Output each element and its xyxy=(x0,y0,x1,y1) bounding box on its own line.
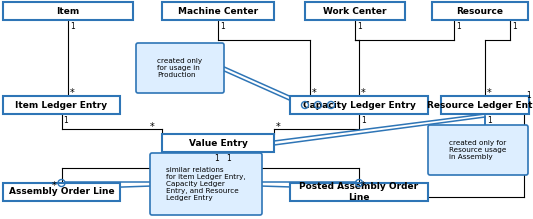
Text: similar relations
for item Ledger Entry,
Capacity Ledger
Entry, and Resource
Led: similar relations for item Ledger Entry,… xyxy=(166,167,246,201)
FancyBboxPatch shape xyxy=(150,153,262,215)
Text: *: * xyxy=(70,88,75,98)
Text: Item Ledger Entry: Item Ledger Entry xyxy=(15,101,108,110)
Text: *: * xyxy=(149,122,154,132)
FancyBboxPatch shape xyxy=(3,96,120,114)
FancyBboxPatch shape xyxy=(305,2,405,20)
FancyBboxPatch shape xyxy=(441,96,529,114)
Text: Machine Center: Machine Center xyxy=(178,7,258,16)
Text: 1: 1 xyxy=(70,22,75,31)
Text: created only for
Resource usage
in Assembly: created only for Resource usage in Assem… xyxy=(449,140,507,160)
Text: *: * xyxy=(312,88,317,98)
Text: Resource: Resource xyxy=(456,7,504,16)
Text: 1: 1 xyxy=(361,116,366,125)
Text: 1: 1 xyxy=(526,91,531,100)
Text: Posted Assembly Order
Line: Posted Assembly Order Line xyxy=(300,182,418,202)
Text: 1: 1 xyxy=(512,22,517,31)
Text: *: * xyxy=(361,181,366,191)
Text: Work Center: Work Center xyxy=(323,7,387,16)
FancyBboxPatch shape xyxy=(428,125,528,175)
Text: Item: Item xyxy=(56,7,79,16)
FancyBboxPatch shape xyxy=(162,134,274,152)
Text: *: * xyxy=(487,88,492,98)
FancyBboxPatch shape xyxy=(162,2,274,20)
FancyBboxPatch shape xyxy=(432,2,528,20)
Text: 1: 1 xyxy=(357,22,362,31)
Text: 1: 1 xyxy=(214,154,219,163)
Text: Resource Ledger Entry: Resource Ledger Entry xyxy=(427,101,533,110)
Text: *: * xyxy=(361,88,366,98)
Text: Assembly Order Line: Assembly Order Line xyxy=(9,187,114,196)
Text: created only
for usage in
Production: created only for usage in Production xyxy=(157,58,203,78)
Text: 1: 1 xyxy=(226,154,231,163)
FancyBboxPatch shape xyxy=(290,183,428,201)
Text: 1: 1 xyxy=(487,116,492,125)
FancyBboxPatch shape xyxy=(3,2,133,20)
Text: 1: 1 xyxy=(63,116,68,125)
FancyBboxPatch shape xyxy=(290,96,428,114)
Text: 1: 1 xyxy=(456,22,461,31)
Text: 1: 1 xyxy=(220,22,225,31)
FancyBboxPatch shape xyxy=(136,43,224,93)
Text: Capacity Ledger Entry: Capacity Ledger Entry xyxy=(303,101,415,110)
Text: Value Entry: Value Entry xyxy=(189,138,247,148)
Text: *: * xyxy=(276,122,281,132)
Text: *: * xyxy=(52,181,56,191)
FancyBboxPatch shape xyxy=(3,183,120,201)
